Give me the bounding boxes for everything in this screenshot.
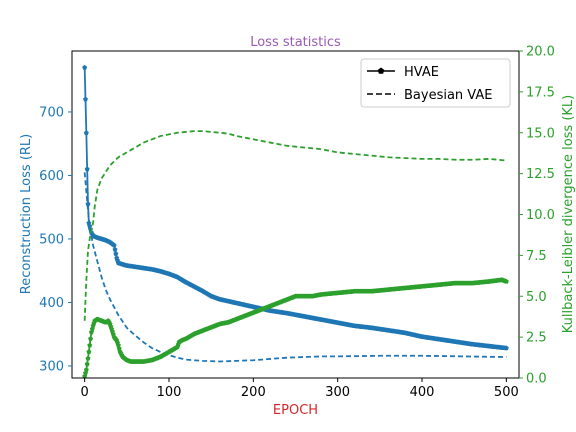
data-point: [82, 64, 88, 70]
data-point: [87, 342, 93, 348]
y-right-tick-label: 12.5: [526, 167, 555, 182]
series-rl-bayesian-vae: [83, 172, 507, 363]
axes-layer: 0 100 200 300 400 500 300 400 500 600 700 0.0 2.5 5.0…: [39, 45, 555, 401]
data-point: [113, 251, 119, 256]
x-tick-label: 400: [410, 385, 435, 400]
data-point: [112, 246, 118, 252]
legend-hvae-label: HVAE: [404, 65, 439, 80]
y-left-tick-label: 400: [39, 296, 64, 311]
y-right-tick-label: 2.5: [526, 331, 547, 346]
y-right-tick-label: 7.5: [526, 249, 547, 264]
chart-title: Loss statistics: [250, 35, 341, 50]
data-point: [86, 349, 92, 354]
y-right-tick-label: 5.0: [526, 290, 547, 305]
legend: HVAE Bayesian VAE: [360, 58, 511, 108]
y-right-tick-label: 0.0: [526, 372, 547, 387]
data-point: [83, 96, 88, 102]
x-tick-label: 500: [494, 385, 519, 400]
data-point: [85, 355, 91, 361]
data-point: [88, 336, 94, 341]
series-line: [83, 130, 507, 321]
y-right-tick-label: 15.0: [526, 126, 555, 141]
y-left-tick-label: 700: [39, 105, 64, 120]
legend-bayesian-label: Bayesian VAE: [404, 88, 492, 103]
data-point: [503, 278, 509, 284]
series-line: [83, 172, 507, 363]
y-right-axis-label: Kullback-Leibler divergence loss (KL): [561, 95, 576, 333]
data-point: [84, 166, 90, 172]
y-right-tick-label: 10.0: [526, 208, 555, 223]
data-point: [503, 345, 509, 351]
y-left-tick-label: 500: [39, 232, 64, 247]
series-kl-hvae: [82, 277, 509, 379]
y-left-axis-label: Reconstruction Loss (RL): [19, 134, 34, 295]
series-kl-bayesian-vae: [83, 130, 507, 321]
data-point: [111, 242, 117, 248]
data-point: [115, 342, 121, 348]
x-tick-label: 0: [81, 385, 89, 400]
data-point: [116, 345, 122, 351]
x-axis-label: EPOCH: [273, 403, 318, 418]
y-left-tick-label: 300: [39, 359, 64, 374]
x-tick-label: 300: [325, 385, 350, 400]
y-left-tick-label: 600: [39, 169, 64, 184]
x-tick-label: 200: [241, 385, 266, 400]
y-right-tick-label: 20.0: [526, 45, 555, 60]
data-point: [83, 130, 89, 136]
y-right-tick-label: 17.5: [526, 85, 555, 100]
x-tick-label: 100: [157, 385, 182, 400]
data-point: [83, 367, 89, 372]
series-layer: [82, 64, 509, 379]
series-rl-hvae: [82, 64, 509, 351]
data-point: [84, 361, 90, 367]
legend-box: [360, 58, 511, 108]
legend-hvae-marker: [377, 67, 385, 74]
